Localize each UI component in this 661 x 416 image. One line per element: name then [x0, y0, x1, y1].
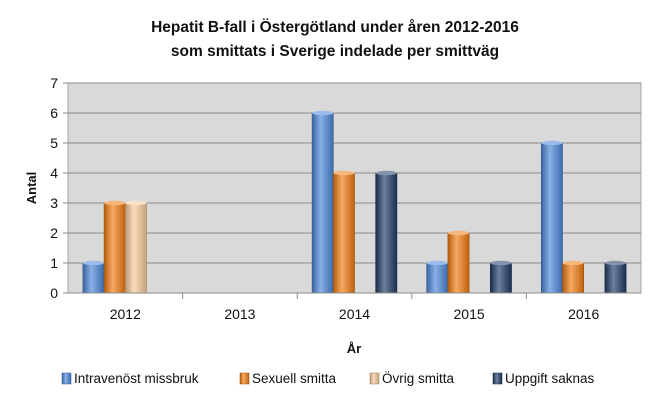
y-tick-label: 1 [50, 255, 58, 271]
bar-sexuell-smitta-2016 [562, 262, 585, 294]
legend-swatch [492, 372, 503, 385]
bar-top-cap [375, 170, 397, 176]
bar--vrig-smitta-2012 [125, 202, 147, 294]
bar-top-cap [104, 200, 126, 206]
bar-top-cap [562, 260, 584, 266]
x-axis-label: År [347, 341, 361, 356]
bar-top-cap [82, 260, 105, 266]
legend-label: Intravenöst missbruk [74, 371, 199, 386]
legend-label: Sexuell smitta [252, 371, 337, 386]
y-tick-label: 3 [50, 195, 58, 211]
bar-top-cap [125, 200, 147, 206]
bar-uppgift-saknas-2015 [490, 262, 512, 294]
legend-label: Övrig smitta [382, 371, 455, 386]
bar-sexuell-smitta-2014 [332, 172, 355, 294]
x-tick-label: 2014 [339, 306, 370, 322]
y-tick-label: 2 [50, 225, 58, 241]
legend-swatch [369, 372, 380, 385]
bar-sexuell-smitta-2015 [447, 232, 470, 294]
x-tick-label: 2013 [224, 306, 255, 322]
bar-intraven-st-missbruk-2015 [426, 262, 449, 294]
y-tick-label: 4 [50, 165, 58, 181]
chart-title-line-2: som smittats i Sverige indelade per smit… [171, 43, 499, 60]
legend-swatch [61, 372, 72, 385]
y-tick-label: 0 [50, 285, 58, 301]
y-tick-label: 5 [50, 135, 58, 151]
bar-top-cap [333, 170, 355, 176]
legend-label: Uppgift saknas [505, 371, 595, 386]
bar-top-cap [541, 140, 563, 146]
legend-swatch [239, 372, 250, 385]
bar-uppgift-saknas-2016 [604, 262, 627, 294]
bar-intraven-st-missbruk-2012 [82, 262, 105, 294]
y-tick-label: 7 [50, 75, 58, 91]
x-tick-label: 2016 [568, 306, 599, 322]
bar-top-cap [447, 230, 470, 236]
bar-sexuell-smitta-2012 [103, 202, 126, 294]
bar-intraven-st-missbruk-2016 [540, 142, 563, 294]
bar-uppgift-saknas-2014 [375, 172, 398, 294]
legend: Intravenöst missbruk Sexuell smitta Övrig … [61, 371, 595, 386]
x-tick-label: 2015 [454, 306, 485, 322]
bar-top-cap [312, 110, 334, 116]
bar-intraven-st-missbruk-2014 [311, 112, 334, 294]
bar-top-cap [604, 260, 627, 266]
chart-title-line-1: Hepatit B-fall i Östergötland under åren… [151, 19, 519, 36]
y-axis-label: Antal [24, 172, 39, 205]
x-tick-label: 2012 [110, 306, 141, 322]
bar-top-cap [490, 260, 512, 266]
y-tick-label: 6 [50, 105, 58, 121]
bar-top-cap [426, 260, 448, 266]
